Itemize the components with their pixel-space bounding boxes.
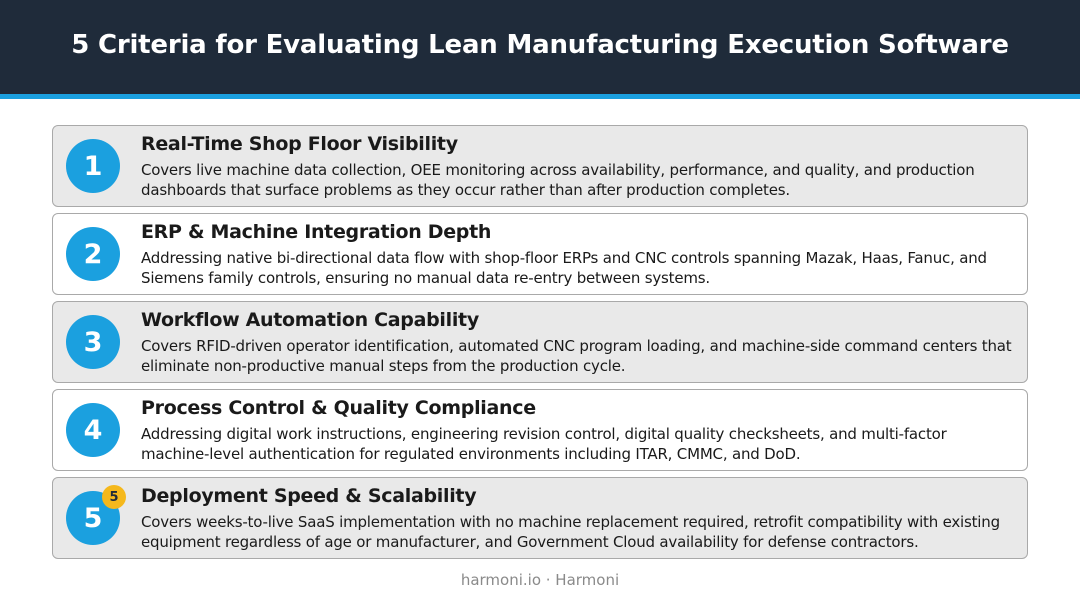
criterion-title: Deployment Speed & Scalability (141, 485, 477, 507)
criterion-title: Workflow Automation Capability (141, 309, 479, 331)
criterion-title: Process Control & Quality Compliance (141, 397, 536, 419)
criterion-number: 4 (66, 403, 120, 457)
criterion-card-5: 5 5 Deployment Speed & Scalability Cover… (52, 477, 1028, 559)
header-banner: 5 Criteria for Evaluating Lean Manufactu… (0, 0, 1080, 99)
criterion-card-2: 2 ERP & Machine Integration Depth Addres… (52, 213, 1028, 295)
criterion-description: Covers RFID-driven operator identificati… (141, 337, 1012, 375)
criterion-number: 3 (66, 315, 120, 369)
criterion-description: Addressing native bi-directional data fl… (141, 249, 987, 287)
footer-attribution: harmoni.io · Harmoni (460, 571, 620, 589)
criterion-number: 2 (66, 227, 120, 281)
criterion-card-3: 3 Workflow Automation Capability Covers … (52, 301, 1028, 383)
criterion-card-1: 1 Real-Time Shop Floor Visibility Covers… (52, 125, 1028, 207)
criterion-description: Covers weeks-to-live SaaS implementation… (141, 513, 1000, 551)
criterion-title: ERP & Machine Integration Depth (141, 221, 492, 243)
criterion-description: Covers live machine data collection, OEE… (141, 161, 975, 199)
criterion-badge: 5 (102, 485, 126, 509)
page-title: 5 Criteria for Evaluating Lean Manufactu… (71, 30, 1009, 60)
criterion-description: Addressing digital work instructions, en… (141, 425, 947, 463)
criterion-card-4: 4 Process Control & Quality Compliance A… (52, 389, 1028, 471)
criterion-number: 1 (66, 139, 120, 193)
criterion-title: Real-Time Shop Floor Visibility (141, 133, 458, 155)
